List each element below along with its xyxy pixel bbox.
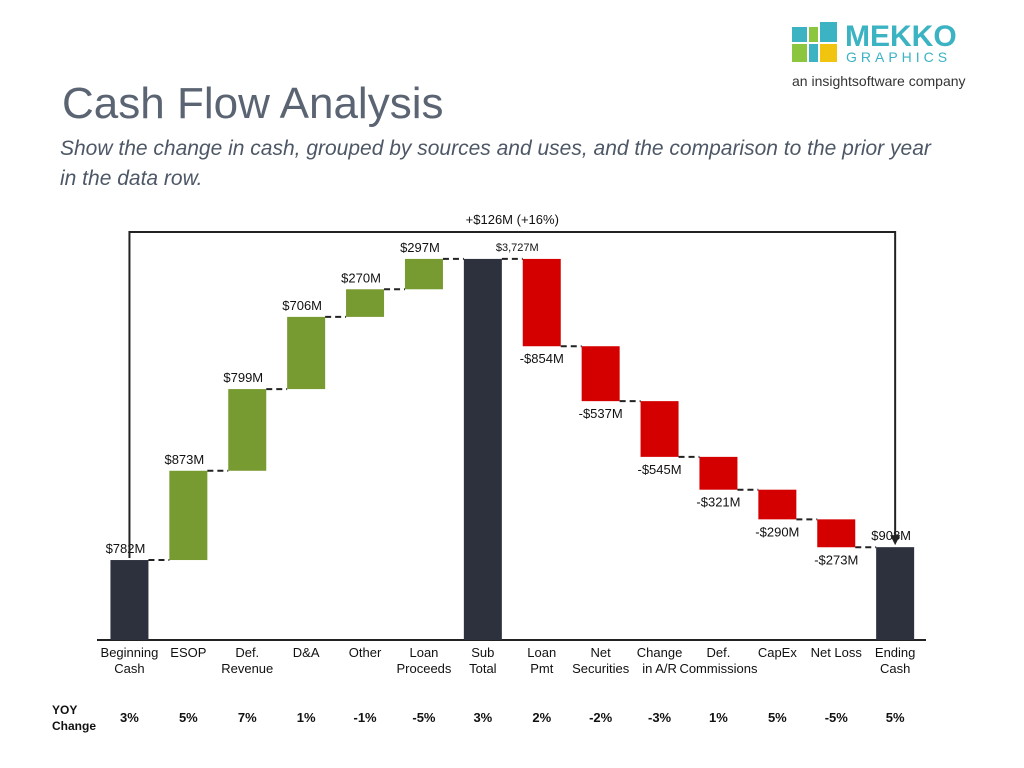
logo: MEKKO GRAPHICS an insightsoftware compan… bbox=[792, 20, 966, 89]
x-tick-label: ESOP bbox=[170, 645, 206, 660]
subtitle-box: Show the change in cash, grouped by sour… bbox=[60, 137, 931, 190]
logo-square bbox=[820, 22, 837, 42]
value-label: -$273M bbox=[814, 552, 858, 567]
yoy-value: -1% bbox=[353, 710, 377, 725]
bar bbox=[404, 258, 443, 290]
value-label: -$545M bbox=[638, 462, 682, 477]
x-tick-label: D&A bbox=[293, 645, 320, 660]
value-label: $3,727M bbox=[496, 242, 539, 254]
value-label: -$321M bbox=[696, 495, 740, 510]
logo-square bbox=[792, 27, 807, 42]
yoy-value: 5% bbox=[179, 710, 198, 725]
logo-square bbox=[820, 44, 837, 62]
yoy-value: -5% bbox=[825, 710, 849, 725]
logo-name: MEKKO bbox=[845, 20, 957, 53]
value-label: $706M bbox=[282, 298, 322, 313]
yoy-value: -5% bbox=[412, 710, 436, 725]
logo-sub: GRAPHICS bbox=[846, 49, 951, 65]
bar bbox=[817, 519, 856, 548]
bar bbox=[228, 389, 267, 471]
yoy-value: 5% bbox=[768, 710, 787, 725]
bar bbox=[346, 289, 385, 317]
yoy-value: 3% bbox=[120, 710, 139, 725]
value-label: -$854M bbox=[520, 351, 564, 366]
bar bbox=[581, 346, 620, 402]
x-tick-label: Ending Cash bbox=[875, 645, 915, 676]
bar bbox=[876, 547, 915, 640]
x-tick-label: Loan Proceeds bbox=[396, 645, 451, 676]
value-label: $270M bbox=[341, 270, 381, 285]
x-tick-label: Loan Pmt bbox=[527, 645, 556, 676]
yoy-value: 5% bbox=[886, 710, 905, 725]
yoy-value: 3% bbox=[473, 710, 492, 725]
chart-title: Cash Flow Analysis bbox=[62, 79, 443, 128]
x-tick-label: Sub Total bbox=[469, 645, 497, 676]
logo-square bbox=[809, 27, 818, 42]
yoy-value: -3% bbox=[648, 710, 672, 725]
x-tick-label: Net Securities bbox=[572, 645, 630, 676]
annotation: +$126M (+16%) bbox=[466, 212, 559, 227]
logo-square bbox=[792, 44, 807, 62]
value-label: -$290M bbox=[755, 524, 799, 539]
bar bbox=[169, 470, 208, 561]
x-tick-label: Def. Revenue bbox=[221, 645, 273, 676]
bar bbox=[522, 258, 561, 347]
value-label: $799M bbox=[223, 370, 263, 385]
yoy-value: 7% bbox=[238, 710, 257, 725]
x-tick-label: Net Loss bbox=[811, 645, 863, 660]
bar bbox=[699, 456, 738, 490]
bar bbox=[640, 401, 679, 457]
bar bbox=[463, 258, 502, 640]
logo-tagline: an insightsoftware company bbox=[792, 73, 966, 89]
bar bbox=[110, 560, 149, 640]
bar bbox=[287, 316, 326, 390]
yoy-label: YOY Change bbox=[52, 703, 96, 733]
yoy-value: 1% bbox=[709, 710, 728, 725]
yoy-value: 1% bbox=[297, 710, 316, 725]
x-tick-label: Beginning Cash bbox=[101, 645, 159, 676]
yoy-value: -2% bbox=[589, 710, 613, 725]
value-label: $297M bbox=[400, 240, 440, 255]
chart-subtitle: Show the change in cash, grouped by sour… bbox=[60, 137, 931, 190]
comparison-bracket bbox=[128, 231, 897, 559]
x-tick-label: Other bbox=[349, 645, 382, 660]
logo-square bbox=[809, 44, 818, 62]
x-tick-label: Def. Commissions bbox=[679, 645, 758, 676]
yoy-value: 2% bbox=[532, 710, 551, 725]
arrow-head bbox=[890, 535, 901, 546]
value-label: $782M bbox=[106, 541, 146, 556]
x-tick-label: CapEx bbox=[758, 645, 798, 660]
x-tick-label: Change in A/R bbox=[637, 645, 683, 676]
bar bbox=[758, 489, 797, 520]
value-label: -$537M bbox=[579, 406, 623, 421]
value-label: $873M bbox=[164, 452, 204, 467]
